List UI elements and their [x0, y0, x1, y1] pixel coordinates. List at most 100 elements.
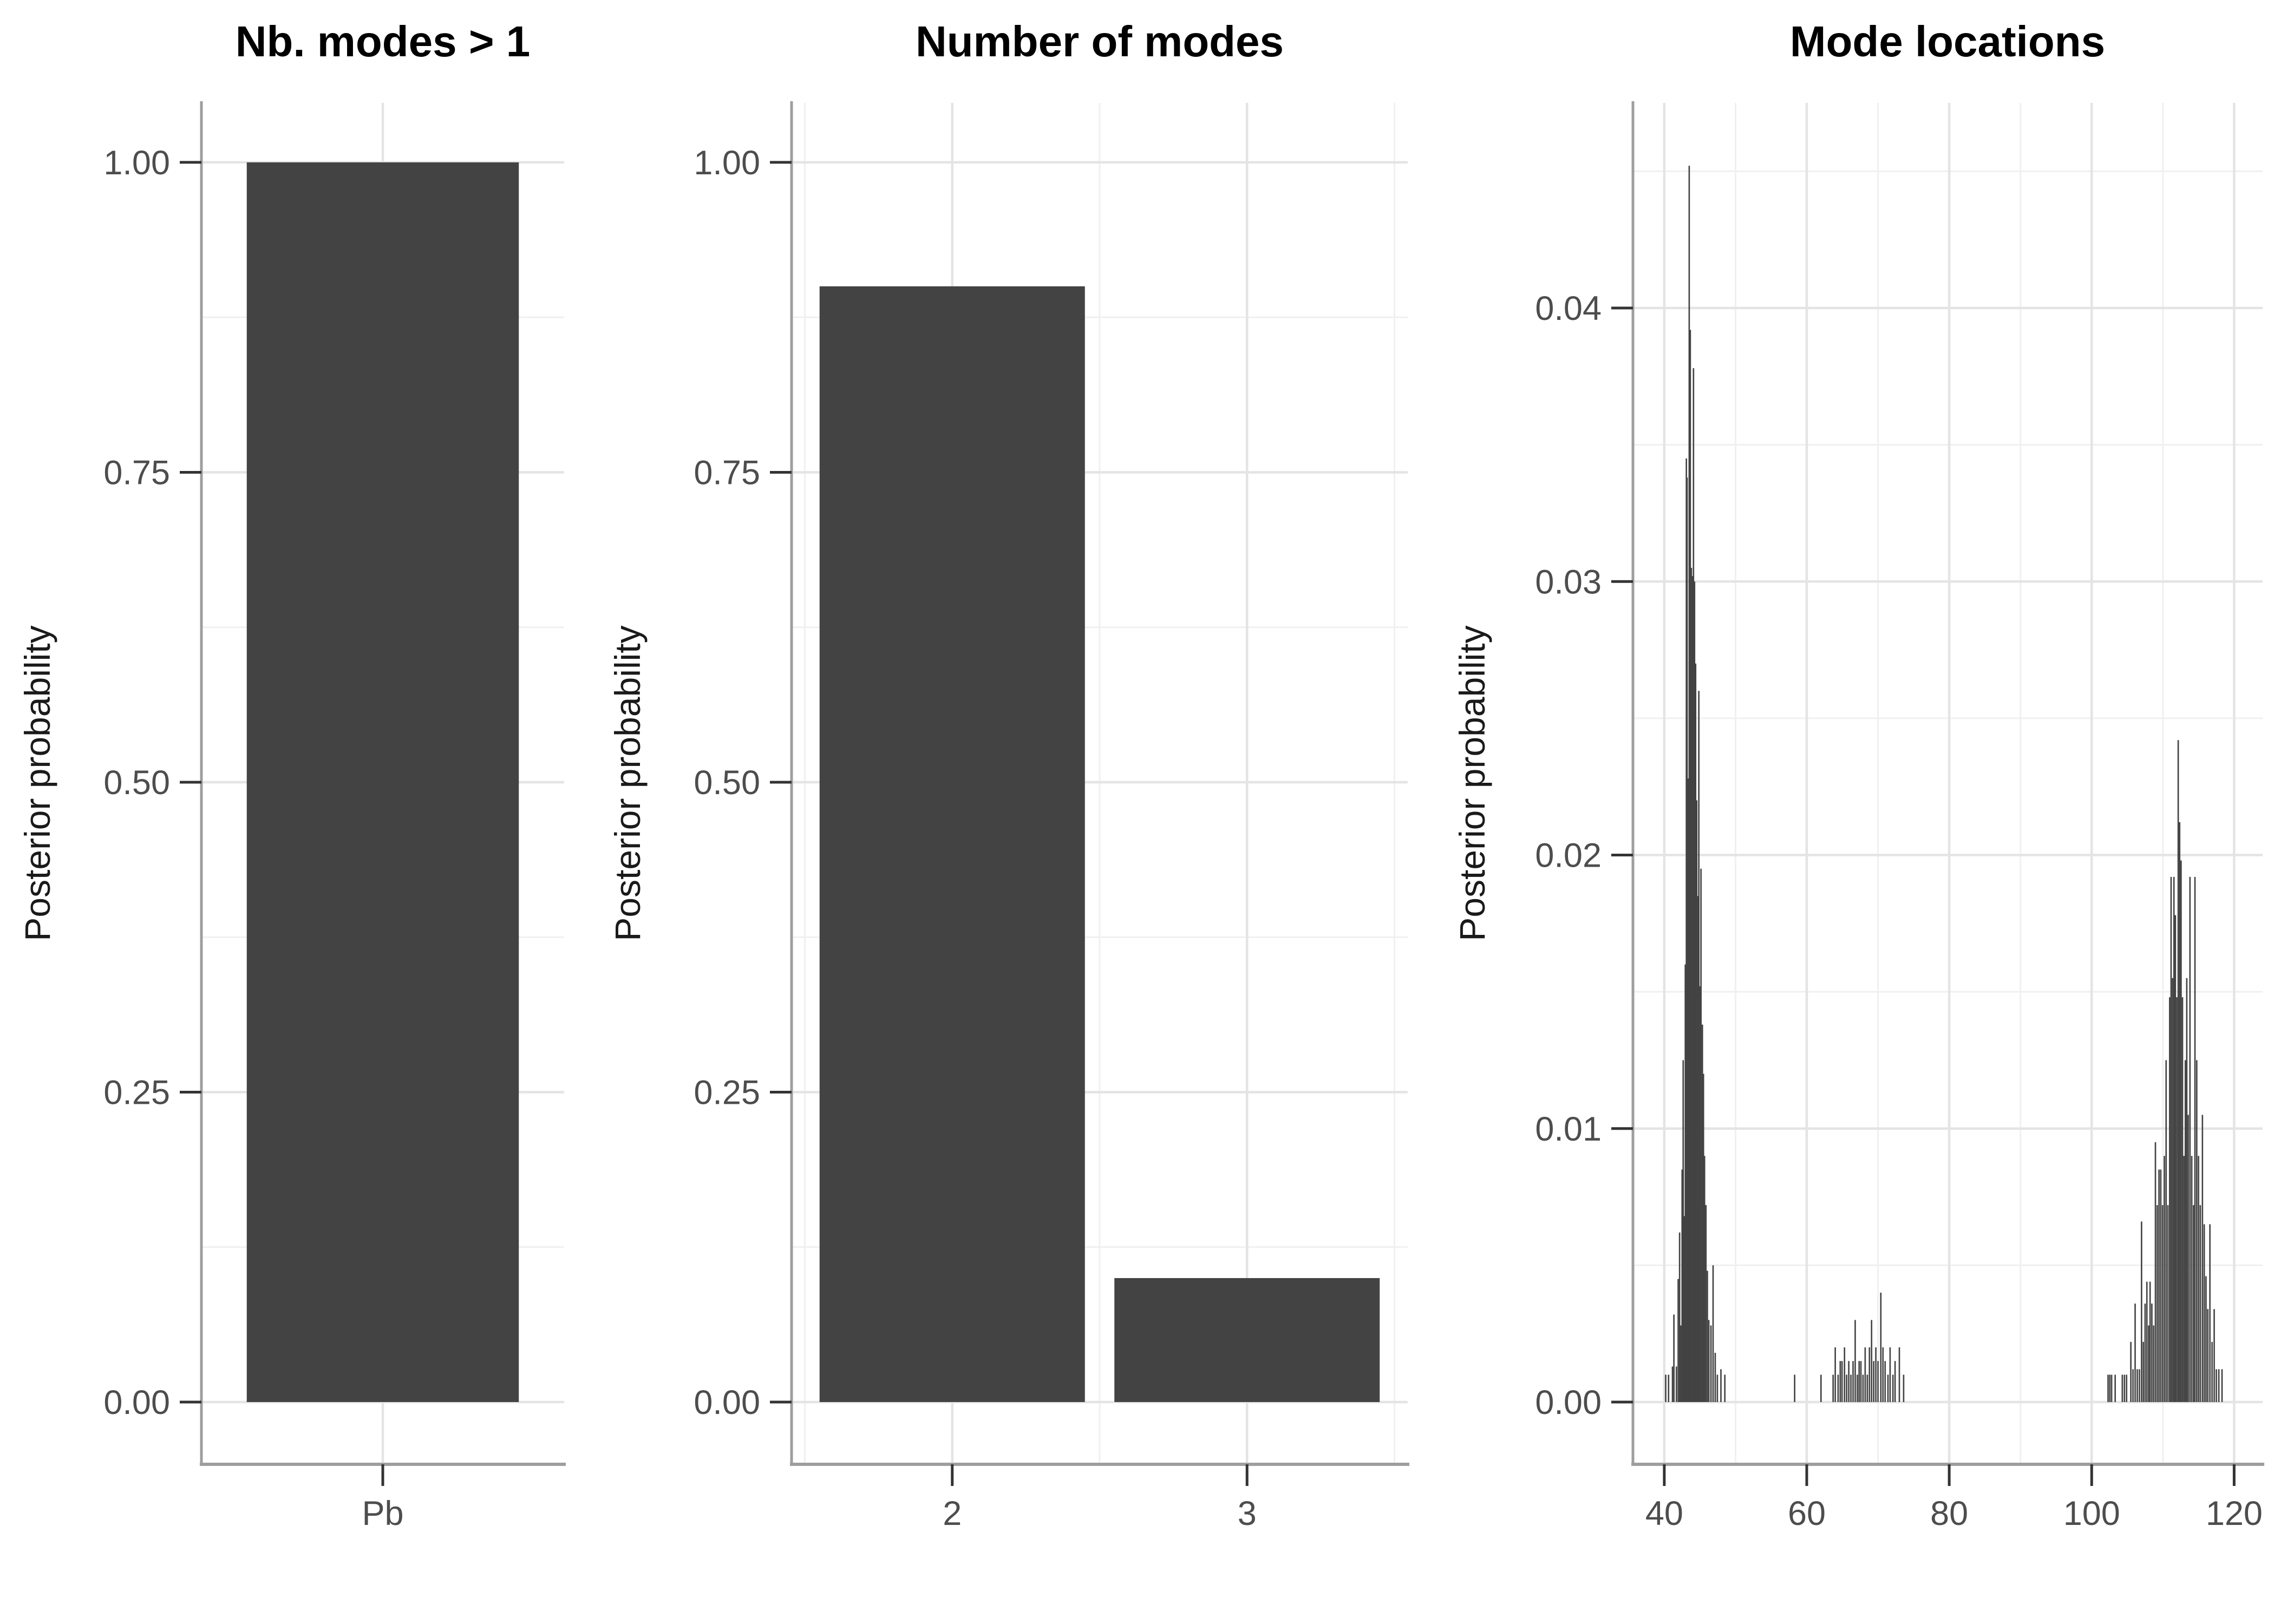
histogram-bar — [1724, 1374, 1726, 1402]
histogram-bar — [1671, 1366, 1674, 1402]
y-axis-tick-label: 0.75 — [694, 454, 760, 492]
histogram-bar — [2107, 1374, 2109, 1402]
bar — [1114, 1278, 1380, 1402]
histogram-bar — [1712, 1265, 1714, 1402]
histogram-bar — [1716, 1374, 1718, 1402]
histogram-bar — [2201, 1115, 2204, 1402]
histogram-bar — [1688, 166, 1690, 1403]
histogram-bar — [1665, 1374, 1667, 1402]
histogram-bar — [2154, 1142, 2157, 1402]
histogram-bar — [2114, 1374, 2116, 1402]
histogram-bar — [1710, 1325, 1712, 1402]
histogram-bar — [1673, 1314, 1675, 1402]
bar — [819, 286, 1085, 1403]
histogram-bar — [1707, 1271, 1708, 1402]
histogram-bar — [2187, 1115, 2189, 1402]
histogram-bar — [1848, 1361, 1850, 1402]
histogram-bar — [2139, 1369, 2140, 1402]
histogram-bar — [1860, 1361, 1862, 1402]
histogram-bar — [2173, 876, 2175, 1402]
histogram-bar — [1714, 1353, 1716, 1402]
panel-mode-locations: 0.00 0.01 0.02 0.03 0.04 40 60 80 100 120 — [1535, 101, 2264, 1533]
histogram-bar — [1675, 1366, 1677, 1402]
histogram-bar — [1820, 1374, 1822, 1402]
histogram-bar — [2193, 1205, 2194, 1402]
histogram-bar — [2191, 1156, 2193, 1402]
y-axis-tick-label: 1.00 — [103, 144, 170, 182]
histogram-bar — [1884, 1361, 1886, 1402]
panel3-y-axis-title: Posterior probability — [1452, 625, 1492, 941]
histogram-bar — [1682, 1060, 1684, 1402]
histogram-bar — [2109, 1374, 2111, 1402]
histogram-bar — [1680, 1325, 1682, 1402]
histogram-bar — [2148, 1325, 2149, 1402]
histogram-bar — [1832, 1374, 1834, 1402]
histogram-bar — [2194, 876, 2196, 1402]
panel1-y-axis-title: Posterior probability — [17, 625, 57, 941]
y-axis-tick-label: 0.25 — [694, 1074, 760, 1112]
histogram-bar — [1903, 1374, 1905, 1402]
panel-nb-modes: 0.00 0.25 0.50 0.75 1.00 Pb — [103, 101, 566, 1533]
histogram-bar — [2203, 1224, 2205, 1402]
histogram-bar — [1696, 800, 1698, 1402]
histogram-bar — [1687, 778, 1689, 1402]
histogram-bar — [1681, 1169, 1683, 1402]
histogram-bar — [2186, 978, 2188, 1402]
histogram-bar — [1702, 1073, 1704, 1402]
histogram-bar — [2161, 1205, 2164, 1402]
histogram-bar — [2165, 1060, 2167, 1402]
histogram-bar — [1694, 581, 1696, 1402]
histogram-bar — [1705, 1205, 1707, 1402]
histogram-bar — [2126, 1374, 2128, 1402]
histogram-bar — [1668, 1374, 1670, 1402]
histogram-bar — [1677, 1279, 1679, 1402]
histogram-bar — [2181, 997, 2184, 1402]
histogram-bar — [2195, 1060, 2198, 1402]
histogram-bar — [1892, 1374, 1894, 1402]
y-axis-tick-label: 0.50 — [103, 764, 170, 802]
histogram-bar — [1698, 691, 1700, 1402]
histogram-bar — [2168, 997, 2171, 1402]
histogram-bar — [2158, 1169, 2160, 1402]
histogram-bar — [1864, 1347, 1866, 1402]
histogram-bar — [2156, 1205, 2158, 1402]
histogram-bar — [1875, 1347, 1877, 1402]
x-axis-tick-label: 60 — [1788, 1495, 1826, 1533]
x-axis-tick-label: 40 — [1645, 1495, 1683, 1533]
histogram-bar — [2177, 740, 2179, 1402]
histogram-bar — [2144, 1304, 2146, 1402]
bar — [246, 162, 519, 1403]
histogram-bar — [2218, 1369, 2220, 1402]
histogram-bar — [2146, 1281, 2148, 1402]
histogram-bar — [1844, 1347, 1846, 1402]
x-axis-tick-label: 120 — [2206, 1495, 2263, 1533]
histogram-bar — [2207, 1309, 2209, 1402]
x-axis-tick-label: 2 — [943, 1495, 962, 1533]
histogram-bar — [1841, 1361, 1843, 1402]
histogram-bar — [1684, 964, 1687, 1402]
histogram-bar — [1852, 1361, 1854, 1402]
panel-number-of-modes: 0.00 0.25 0.50 0.75 1.00 2 3 — [694, 101, 1409, 1533]
histogram-bar — [2121, 1374, 2123, 1402]
histogram-bar — [2136, 1369, 2138, 1402]
histogram-bar — [1703, 1156, 1706, 1402]
histogram-bar — [1700, 868, 1702, 1402]
histogram-bar — [2209, 1224, 2211, 1402]
histogram-bar — [1846, 1374, 1847, 1402]
histogram-bar — [1837, 1374, 1839, 1402]
y-axis-tick-label: 0.75 — [103, 454, 170, 492]
x-axis-tick-label: Pb — [362, 1495, 403, 1533]
histogram-bar — [2183, 1156, 2185, 1402]
histogram-bar — [1898, 1347, 1900, 1402]
y-axis-tick-label: 1.00 — [694, 144, 760, 182]
histogram-bar — [2142, 1341, 2144, 1402]
histogram-bar — [1887, 1374, 1889, 1402]
histogram-bar — [2132, 1369, 2134, 1402]
histogram-bar — [1862, 1374, 1864, 1402]
histogram-bar — [1686, 477, 1688, 1403]
histogram-bar — [2160, 1169, 2162, 1402]
y-axis-tick-label: 0.01 — [1535, 1110, 1602, 1148]
histogram-bar — [1873, 1361, 1874, 1402]
